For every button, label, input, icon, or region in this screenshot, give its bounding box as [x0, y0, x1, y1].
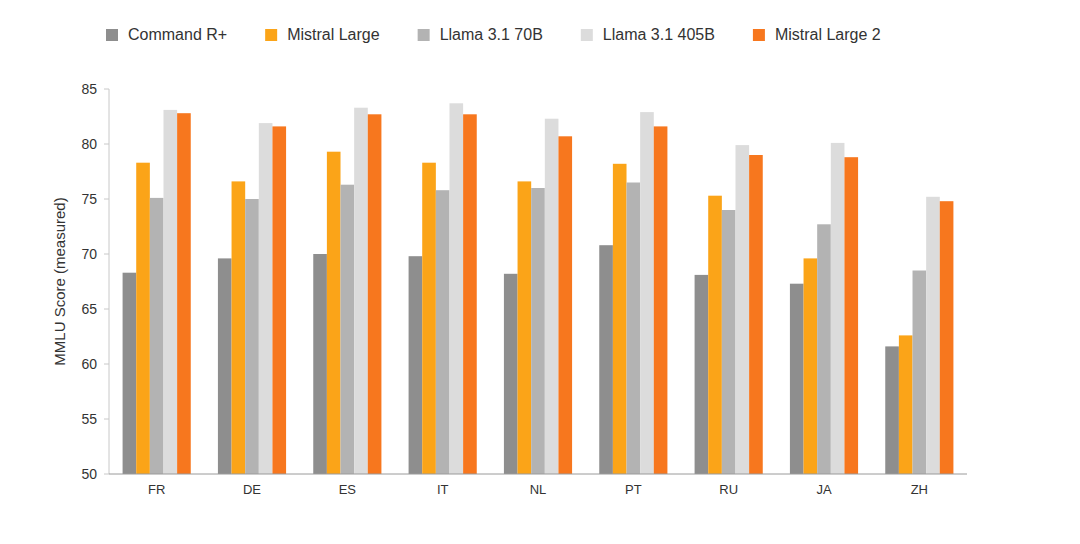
bar: [449, 103, 463, 474]
x-tick-label: ES: [339, 482, 357, 497]
x-tick-label: DE: [243, 482, 261, 497]
x-tick-label: PT: [625, 482, 642, 497]
bar: [504, 274, 518, 474]
y-tick-label: 85: [81, 81, 97, 97]
bar: [136, 163, 150, 474]
bar: [831, 143, 845, 474]
legend: Command R+ Mistral Large Llama 3.1 70B Llam…: [106, 26, 881, 43]
bar: [558, 136, 572, 474]
bar: [940, 201, 954, 474]
bar: [163, 110, 177, 474]
bar: [627, 183, 641, 475]
bar: [354, 108, 368, 474]
y-tick: [104, 144, 109, 145]
bar: [245, 199, 259, 474]
y-tick-label: 50: [81, 466, 97, 482]
y-tick-label: 70: [81, 246, 97, 262]
x-tick-label: RU: [719, 482, 738, 497]
bar: [422, 163, 436, 474]
bar: [368, 114, 382, 474]
bar: [518, 181, 532, 474]
bar: [313, 254, 327, 474]
bar: [790, 284, 804, 474]
bar: [804, 258, 818, 474]
bar: [749, 155, 763, 474]
bar: [695, 275, 709, 474]
bar: [341, 185, 355, 474]
bar: [232, 181, 246, 474]
y-axis-line: [109, 89, 110, 474]
y-tick: [104, 254, 109, 255]
y-tick: [104, 199, 109, 200]
legend-label: Mistral Large 2: [775, 26, 881, 43]
bar: [218, 258, 232, 474]
x-tick-label: JA: [816, 482, 832, 497]
bar: [844, 157, 858, 474]
y-axis-label: MMLU Score (measured): [51, 197, 68, 365]
bar: [640, 112, 654, 474]
x-tick-label: NL: [530, 482, 547, 497]
y-tick: [104, 474, 109, 475]
bar: [926, 197, 940, 474]
y-tick: [104, 89, 109, 90]
legend-swatch: [265, 29, 277, 41]
bar: [708, 196, 722, 474]
y-tick-label: 80: [81, 136, 97, 152]
bar: [123, 273, 137, 474]
bar: [327, 152, 341, 474]
bar: [150, 198, 164, 474]
chart: 50 55 60 65 70 75 80 85 FR DE ES IT NL PT RU JA ZH MMLU S…: [0, 0, 1080, 544]
bar: [599, 245, 613, 474]
y-tick: [104, 309, 109, 310]
bar: [545, 119, 559, 474]
legend-label: Llama 3.1 70B: [440, 26, 543, 43]
bar: [272, 126, 286, 474]
x-tick-label: FR: [148, 482, 165, 497]
legend-swatch: [106, 29, 118, 41]
x-tick-label: IT: [437, 482, 449, 497]
bar: [409, 256, 423, 474]
bar: [463, 114, 477, 474]
legend-swatch: [581, 29, 593, 41]
bars: [123, 103, 954, 474]
x-tick-label: ZH: [911, 482, 928, 497]
bar: [899, 335, 913, 474]
y-tick-label: 55: [81, 411, 97, 427]
bar: [817, 224, 831, 474]
bar: [913, 271, 927, 475]
bar: [735, 145, 749, 474]
bar: [259, 123, 273, 474]
y-tick: [104, 419, 109, 420]
y-tick-label: 60: [81, 356, 97, 372]
bar: [613, 164, 627, 474]
x-axis-line: [109, 474, 967, 475]
y-tick: [104, 364, 109, 365]
y-tick-label: 65: [81, 301, 97, 317]
bar: [177, 113, 191, 474]
bar: [531, 188, 545, 474]
bar: [722, 210, 736, 474]
bar: [436, 190, 450, 474]
bar: [885, 346, 899, 474]
bar: [654, 126, 668, 474]
legend-label: Command R+: [128, 26, 227, 43]
legend-swatch: [418, 29, 430, 41]
y-tick-label: 75: [81, 191, 97, 207]
legend-label: Llama 3.1 405B: [603, 26, 715, 43]
legend-label: Mistral Large: [287, 26, 380, 43]
legend-swatch: [753, 29, 765, 41]
